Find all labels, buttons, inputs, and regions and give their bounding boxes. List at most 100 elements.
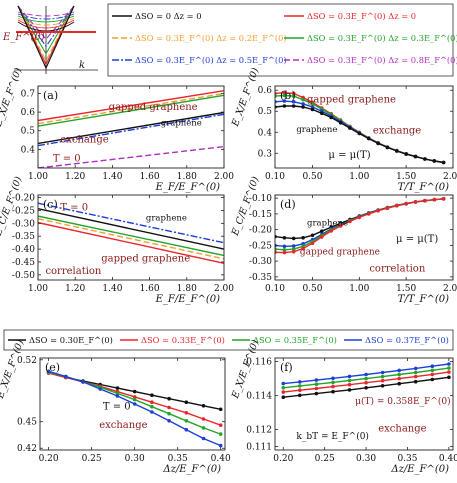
data-point-black — [201, 404, 206, 408]
x-tick-label: 0.10 — [265, 172, 285, 182]
x-tick-label: 1.00 — [349, 172, 369, 182]
data-point-blue — [291, 244, 296, 248]
data-point-black — [167, 396, 171, 401]
series-line-black — [38, 111, 224, 145]
data-point-red — [347, 382, 352, 387]
plot-area — [38, 90, 224, 168]
y-tick-label: 0.52 — [17, 356, 37, 366]
data-point-red — [298, 388, 302, 393]
data-point-blue — [184, 427, 189, 432]
series-line-black — [38, 208, 224, 250]
x-tick-label: 0.35 — [168, 454, 188, 464]
x-tick-label: 0.25 — [315, 454, 335, 464]
y-tick-label: 0.45 — [17, 418, 37, 428]
data-point-red — [348, 219, 352, 224]
data-point-black — [357, 131, 362, 136]
data-point-black — [364, 386, 368, 390]
panel-letter: (a) — [43, 89, 58, 102]
data-point-blue — [301, 102, 305, 106]
data-point-black — [430, 377, 435, 382]
x-tick-label: 1.00 — [28, 172, 48, 182]
legend-top: ΔSO = 0 Δz = 0 ΔSO = 0.3E_F^(0) Δz = 0 ΔSO… — [107, 3, 457, 77]
data-point-green — [167, 411, 171, 416]
data-point-red — [320, 235, 324, 239]
panel-letter: (c) — [43, 198, 58, 211]
data-point-black — [397, 381, 402, 386]
x-tick-label: 1.20 — [65, 284, 85, 294]
legend-mid-label: ΔSO = 0.33E_F^(0) — [141, 335, 225, 346]
x-tick-label: 0.20 — [39, 454, 59, 464]
data-point-blue — [282, 99, 287, 103]
data-point-red — [218, 423, 223, 428]
data-point-green — [364, 376, 368, 381]
data-point-black — [385, 145, 390, 150]
data-point-green — [380, 374, 385, 379]
annotation: gapped graphene — [109, 102, 198, 113]
data-point-red — [331, 384, 335, 389]
data-point-red — [132, 395, 137, 399]
y-tick-label: 0.7 — [21, 89, 36, 99]
data-point-green — [298, 384, 302, 388]
y-tick-label: 0.3 — [258, 149, 273, 159]
data-point-red — [404, 202, 409, 206]
y-tick-label: 0.42 — [17, 444, 37, 454]
series-line-red — [38, 221, 224, 264]
inset-curve-upper-green — [17, 15, 75, 23]
annotation: exchange — [60, 135, 108, 146]
data-point-green — [291, 247, 296, 251]
x-tick-label: 2.00 — [214, 172, 234, 182]
data-point-green — [150, 404, 154, 409]
x-axis-label: Δz/E_F^(0) — [390, 464, 449, 475]
data-point-blue — [331, 376, 335, 381]
data-point-red — [310, 241, 315, 245]
data-point-green — [301, 97, 305, 102]
annotation: exchange — [99, 420, 147, 431]
data-point-black — [301, 105, 305, 109]
data-point-black — [115, 386, 120, 390]
x-tick-label: 1.80 — [177, 172, 197, 182]
data-point-blue — [310, 105, 315, 109]
data-point-black — [291, 236, 296, 241]
data-point-black — [413, 379, 418, 384]
y-tick-label: 0.5 — [258, 107, 273, 117]
data-point-green — [281, 386, 286, 390]
panel-e: 0.20 0.25 0.30 0.35 0.40 0.52 0.45 0.42 (e) Δz/E_… — [0, 338, 231, 475]
data-point-red — [357, 215, 362, 220]
data-point-black — [331, 389, 335, 394]
legend-mid: ΔSO = 0.30E_F^(0) ΔSO = 0.33E_F^(0) ΔSO = … — [3, 329, 454, 351]
data-point-red — [150, 400, 154, 405]
y-tick-label: -0.30 — [12, 219, 35, 229]
series-line-blue — [38, 202, 224, 244]
annotation: graphene — [296, 125, 337, 135]
data-point-black — [320, 229, 324, 233]
y-tick-label: 0.6 — [21, 108, 36, 118]
data-point-black — [329, 115, 334, 120]
y-tick-label: -0.20 — [249, 226, 272, 236]
data-point-red — [201, 417, 206, 421]
data-point-blue — [447, 362, 451, 366]
annotation: exchange — [378, 424, 426, 435]
x-tick-label: 1.00 — [28, 284, 48, 294]
series-line-purple — [38, 145, 224, 168]
data-point-green — [347, 378, 352, 383]
data-point-blue — [201, 436, 206, 441]
x-tick-label: 1.20 — [65, 172, 85, 182]
data-point-blue — [98, 387, 102, 391]
data-point-black — [291, 104, 296, 108]
plot-area — [281, 362, 451, 400]
panel-frame — [37, 194, 225, 281]
panel-a: 1.00 1.20 1.40 1.60 1.80 2.00 0.4 0.5 0.6 0.7 (a) E… — [0, 66, 234, 193]
data-point-black — [184, 400, 189, 405]
data-point-blue — [397, 368, 402, 373]
data-point-red — [366, 212, 371, 216]
data-point-black — [404, 152, 409, 156]
data-point-blue — [291, 100, 296, 104]
x-tick-label: 1.40 — [102, 172, 122, 182]
data-point-red — [441, 197, 446, 201]
x-axis-label: E_F/E_F^(0) — [155, 182, 220, 193]
series-line-orange — [38, 92, 224, 125]
data-point-green — [282, 248, 287, 252]
data-point-blue — [282, 244, 287, 249]
panel-letter: (f) — [280, 361, 293, 374]
data-point-black — [282, 236, 287, 240]
